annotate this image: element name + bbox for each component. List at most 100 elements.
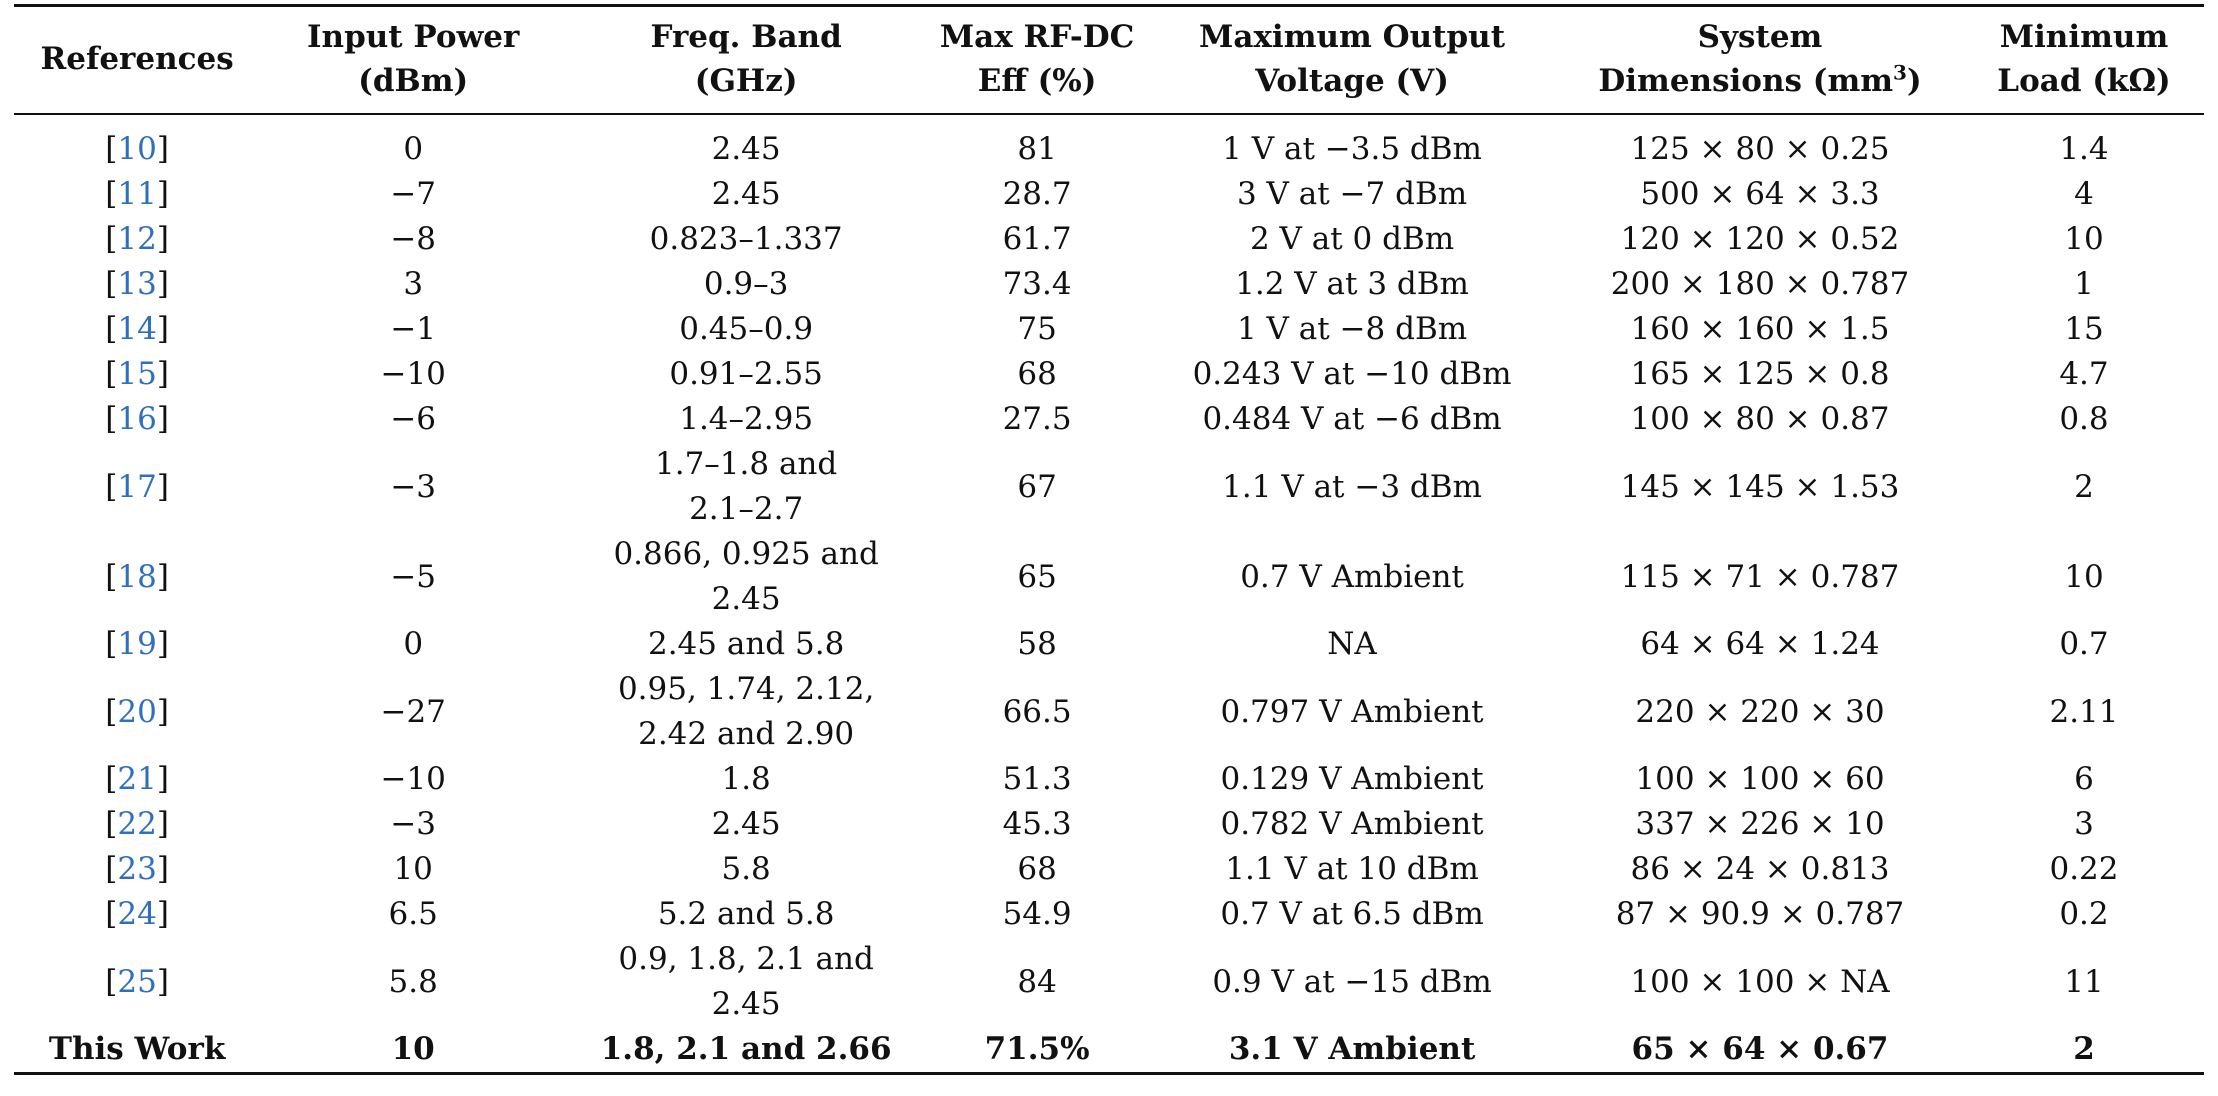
- reference-link[interactable]: 19: [117, 626, 157, 662]
- reference-bracket-open: [: [105, 311, 118, 347]
- reference-link[interactable]: 17: [117, 468, 157, 505]
- cell-reference: [19]: [14, 622, 260, 667]
- cell-input-power: −3: [390, 806, 437, 842]
- cell-dimensions: 115 × 71 × 0.787: [1620, 558, 1900, 595]
- cell-dimensions: 87 × 90.9 × 0.787: [1615, 896, 1905, 932]
- freq-band-line: 0.9–3: [703, 266, 789, 302]
- reference-link[interactable]: 10: [117, 131, 157, 167]
- reference-link[interactable]: 14: [117, 311, 157, 347]
- this-work-min-load: 2: [2073, 1031, 2095, 1067]
- reference-link[interactable]: 18: [117, 558, 157, 595]
- cell-min-load: 3: [2074, 806, 2094, 842]
- cell-reference: [16]: [14, 397, 260, 442]
- freq-band-line: 0.9, 1.8, 2.1 and: [618, 941, 874, 977]
- header-input-power-line2: (dBm): [358, 63, 469, 99]
- cell-dimensions: 86 × 24 × 0.813: [1630, 851, 1890, 887]
- reference-link[interactable]: 16: [117, 401, 157, 437]
- reference-link[interactable]: 23: [117, 851, 157, 887]
- header-freq-band-line2: (GHz): [694, 63, 798, 99]
- reference-link[interactable]: 12: [117, 221, 157, 257]
- reference-link[interactable]: 15: [117, 356, 157, 392]
- table-row: [24] 6.5 5.2 and 5.8 54.9 0.7 V at 6.5 dBm 87…: [14, 892, 2204, 937]
- header-input-power-line1: Input Power: [307, 19, 520, 55]
- reference-bracket-close: ]: [156, 851, 169, 887]
- cell-dimensions: 145 × 145 × 1.53: [1620, 468, 1900, 505]
- table-row: [16] −6 1.4–2.95 27.5 0.484 V at −6 dBm 100 ×…: [14, 397, 2204, 442]
- cell-min-load: 2: [2074, 468, 2094, 505]
- cell-input-power: 10: [393, 851, 433, 887]
- reference-bracket-close: ]: [156, 131, 169, 167]
- header-system-dimensions-superscript: 3: [1893, 60, 1907, 85]
- freq-band-line: 2.45: [711, 176, 781, 212]
- cell-input-power: 6.5: [388, 896, 438, 932]
- reference-bracket-close: ]: [156, 693, 169, 730]
- cell-output-voltage: 1 V at −8 dBm: [1236, 311, 1468, 347]
- header-system-dimensions: System Dimensions (mm3): [1556, 6, 1964, 115]
- cell-output-voltage: 1.1 V at −3 dBm: [1222, 468, 1482, 505]
- header-max-efficiency-line2: Eff (%): [977, 63, 1097, 99]
- cell-output-voltage: 1.2 V at 3 dBm: [1235, 266, 1469, 302]
- cell-freq-band: 1.4–2.95: [566, 397, 926, 442]
- reference-link[interactable]: 22: [117, 806, 157, 842]
- cell-min-load: 11: [2064, 963, 2104, 1000]
- reference-link[interactable]: 24: [117, 896, 157, 932]
- cell-efficiency: 54.9: [1002, 896, 1072, 932]
- reference-bracket-open: [: [105, 806, 118, 842]
- cell-freq-band: 0.9–3: [566, 262, 926, 307]
- reference-bracket-open: [: [105, 896, 118, 932]
- table-row: [11] −7 2.45 28.7 3 V at −7 dBm 500 × 64 × 3.…: [14, 172, 2204, 217]
- cell-freq-band: 5.2 and 5.8: [566, 892, 926, 937]
- reference-bracket-open: [: [105, 761, 118, 797]
- cell-freq-band: 0.866, 0.925 and 2.45: [566, 532, 926, 622]
- reference-link[interactable]: 25: [117, 963, 157, 1000]
- this-work-efficiency: 71.5%: [984, 1031, 1090, 1067]
- comparison-table: References Input Power (dBm) Freq. Band …: [14, 4, 2204, 1075]
- reference-link[interactable]: 13: [117, 266, 157, 302]
- cell-efficiency: 73.4: [1002, 266, 1072, 302]
- cell-min-load: 4.7: [2059, 356, 2109, 392]
- cell-efficiency: 68: [1017, 356, 1057, 392]
- reference-bracket-close: ]: [156, 626, 169, 662]
- cell-min-load: 10: [2064, 558, 2104, 595]
- reference-link[interactable]: 21: [117, 761, 157, 797]
- cell-reference: [15]: [14, 352, 260, 397]
- cell-input-power: −3: [390, 468, 437, 505]
- cell-reference: [11]: [14, 172, 260, 217]
- reference-bracket-open: [: [105, 626, 118, 662]
- header-system-dimensions-close: ): [1906, 63, 1922, 99]
- cell-dimensions: 64 × 64 × 1.24: [1640, 626, 1880, 662]
- cell-min-load: 1.4: [2059, 131, 2109, 167]
- cell-output-voltage: 0.782 V Ambient: [1220, 806, 1484, 842]
- table-row: [18] −5 0.866, 0.925 and 2.45 65 0.7 V Ambien…: [14, 532, 2204, 622]
- header-max-efficiency: Max RF-DC Eff (%): [926, 6, 1148, 115]
- cell-dimensions: 100 × 100 × 60: [1635, 761, 1885, 797]
- header-system-dimensions-line2-wrap: Dimensions (mm3): [1562, 59, 1958, 103]
- cell-reference: [18]: [14, 532, 260, 622]
- cell-output-voltage: 3 V at −7 dBm: [1236, 176, 1468, 212]
- reference-bracket-open: [: [105, 963, 118, 1000]
- freq-band-line: 0.823–1.337: [649, 221, 843, 257]
- freq-band-line: 1.8: [721, 761, 771, 797]
- cell-dimensions: 220 × 220 × 30: [1635, 693, 1885, 730]
- reference-bracket-close: ]: [156, 558, 169, 595]
- freq-band-line: 2.45: [711, 806, 781, 842]
- reference-link[interactable]: 20: [117, 693, 157, 730]
- table-header: References Input Power (dBm) Freq. Band …: [14, 5, 2204, 115]
- cell-input-power: −8: [390, 221, 437, 257]
- table-row: [12] −8 0.823–1.337 61.7 2 V at 0 dBm 120 × 1…: [14, 217, 2204, 262]
- cell-input-power: −10: [380, 761, 446, 797]
- cell-efficiency: 45.3: [1002, 806, 1072, 842]
- cell-input-power: −6: [390, 401, 437, 437]
- cell-efficiency: 27.5: [1002, 401, 1072, 437]
- freq-band-line: 2.45: [711, 581, 781, 617]
- cell-output-voltage: 0.243 V at −10 dBm: [1192, 356, 1512, 392]
- cell-dimensions: 100 × 100 × NA: [1630, 963, 1890, 1000]
- header-row: References Input Power (dBm) Freq. Band …: [14, 5, 2204, 115]
- freq-band-line: 5.2 and 5.8: [657, 896, 835, 932]
- freq-band-line: 0.45–0.9: [679, 311, 814, 347]
- cell-efficiency: 51.3: [1002, 761, 1072, 797]
- cell-output-voltage: NA: [1327, 626, 1377, 662]
- cell-min-load: 0.2: [2059, 896, 2109, 932]
- reference-link[interactable]: 11: [117, 176, 157, 212]
- cell-input-power: −10: [380, 356, 446, 392]
